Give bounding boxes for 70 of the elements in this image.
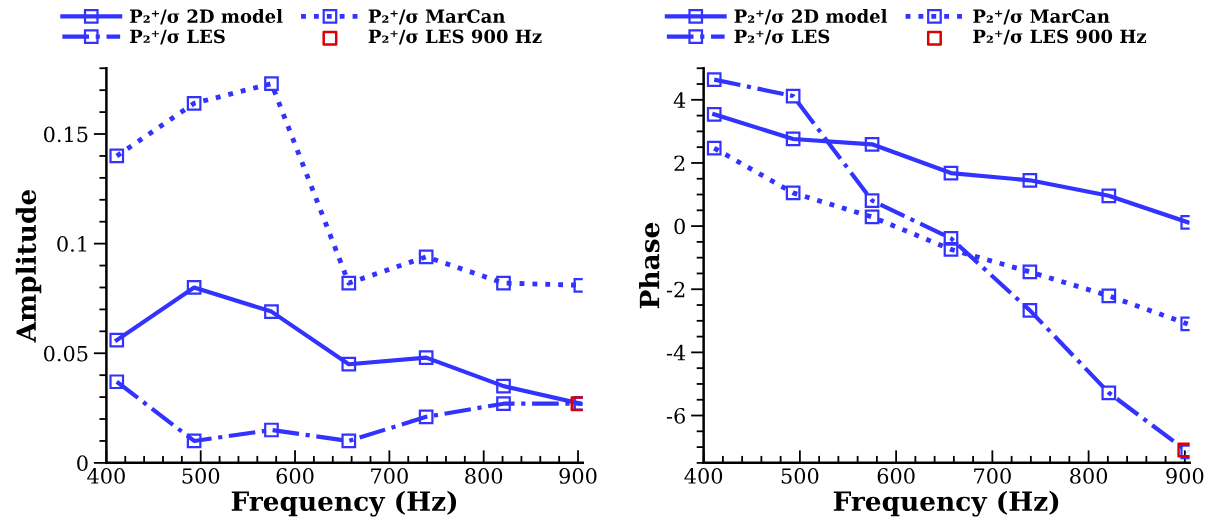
point — [264, 304, 279, 319]
y-tick-label: -2 — [666, 281, 685, 298]
legend-label: P₂⁺/σ 2D model — [130, 9, 283, 25]
legend-label: P₂⁺/σ LES 900 Hz — [368, 29, 542, 45]
y-tick-label: 2 — [674, 155, 685, 171]
legend-label: P₂⁺/σ LES — [734, 29, 830, 45]
point — [1101, 288, 1117, 304]
point — [496, 275, 511, 291]
x-axis-title: Frequency (Hz) — [231, 490, 457, 517]
point — [264, 422, 279, 438]
point — [785, 131, 801, 147]
x-tick-label: 400 — [87, 468, 125, 484]
point — [341, 433, 357, 449]
y-tick-label: 0.05 — [44, 345, 88, 362]
point — [706, 140, 722, 156]
legend-label: P₂⁺/σ 2D model — [734, 9, 888, 25]
point — [1101, 188, 1117, 204]
point — [109, 332, 125, 348]
point — [341, 356, 357, 372]
y-tick-label: -4 — [666, 344, 686, 361]
point — [109, 148, 125, 164]
point — [496, 396, 511, 412]
y-tick-label: 0.15 — [44, 126, 88, 143]
point — [186, 433, 202, 449]
x-tick-label: 600 — [276, 468, 314, 484]
y-tick-label: 0 — [674, 218, 685, 235]
x-axis-title: Frequency (Hz) — [833, 490, 1059, 517]
point — [264, 76, 279, 91]
y-tick-label: 4 — [673, 92, 686, 108]
point — [418, 249, 434, 265]
point — [785, 185, 801, 201]
legend-label: P₂⁺/σ LES — [130, 29, 225, 45]
y-axis-title: Amplitude — [15, 190, 42, 343]
point — [943, 231, 959, 246]
x-tick-label: 800 — [1070, 468, 1108, 484]
point — [1101, 385, 1117, 401]
point — [706, 72, 722, 87]
point — [341, 275, 357, 291]
point — [186, 95, 202, 111]
point — [418, 350, 434, 365]
point — [1022, 264, 1038, 280]
point — [864, 136, 880, 152]
x-tick-label: 500 — [182, 468, 220, 484]
point — [418, 409, 434, 425]
y-axis-title: Phase — [639, 222, 660, 309]
point — [1022, 303, 1038, 318]
point — [496, 378, 511, 394]
x-tick-label: 700 — [974, 468, 1011, 484]
y-tick-label: 0 — [77, 455, 88, 472]
point — [864, 193, 880, 208]
x-tick-label: 900 — [1166, 468, 1204, 484]
y-tick-label: -6 — [666, 407, 685, 424]
y-tick-label: 0.1 — [57, 236, 87, 252]
x-tick-label: 500 — [781, 468, 819, 484]
x-tick-label: 400 — [684, 468, 723, 484]
legend-label: P₂⁺/σ LES 900 Hz — [973, 29, 1147, 45]
x-tick-label: 800 — [465, 468, 503, 484]
point — [864, 209, 880, 225]
point — [943, 165, 959, 181]
point — [1022, 172, 1038, 188]
x-tick-label: 900 — [559, 468, 597, 484]
point — [109, 374, 125, 390]
x-tick-label: 700 — [371, 468, 408, 484]
point — [186, 280, 202, 295]
point — [943, 242, 959, 257]
x-tick-label: 600 — [877, 468, 915, 484]
point — [785, 88, 801, 104]
legend-label: P₂⁺/σ MarCan — [973, 9, 1110, 25]
legend-label: P₂⁺/σ MarCan — [368, 9, 506, 25]
point — [706, 106, 722, 122]
